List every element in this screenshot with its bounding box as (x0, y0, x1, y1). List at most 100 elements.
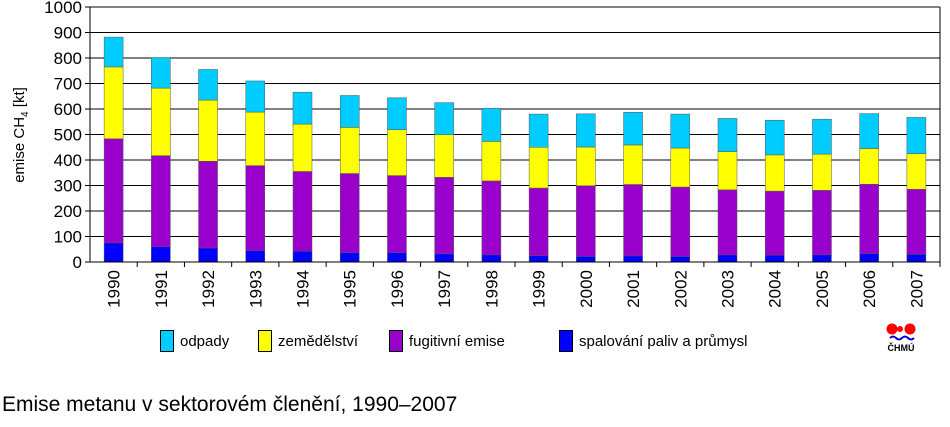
y-axis-label-unit: [kt] (11, 87, 28, 111)
bar-segment (906, 189, 927, 255)
y-tick-label: 900 (54, 24, 82, 43)
x-tick-label: 2005 (813, 270, 832, 308)
bar-segment (812, 254, 832, 263)
bar-segment (198, 69, 218, 101)
y-tick-label: 800 (54, 49, 82, 68)
bar-segment (245, 250, 266, 263)
y-tick-label: 1000 (44, 0, 82, 17)
bar-segment (103, 242, 124, 263)
bar-segment (339, 127, 360, 174)
x-tick-label: 1993 (246, 270, 265, 308)
bar-segment (339, 252, 360, 263)
bar-segment (387, 175, 407, 253)
bar-segment (434, 253, 454, 263)
x-tick-label: 2004 (766, 270, 785, 308)
bar-series (103, 36, 927, 263)
bar-segment (717, 118, 738, 152)
bar-segment (576, 185, 596, 257)
bar-segment (859, 148, 879, 185)
chmu-logo: ČHMÚ (884, 321, 918, 355)
chart-caption: Emise metanu v sektorovém členění, 1990–… (2, 393, 458, 416)
y-tick-label: 400 (54, 151, 82, 170)
axes (85, 6, 941, 267)
x-tick-label: 2001 (624, 270, 643, 308)
bar-segment (292, 123, 313, 172)
y-tick-label: 700 (54, 75, 82, 94)
x-tick-label: 1996 (388, 270, 407, 308)
bar-segment (576, 113, 596, 148)
chmu-logo-text: ČHMÚ (887, 343, 915, 353)
bar-segment (717, 151, 738, 191)
bar-segment (764, 154, 785, 192)
y-tick-label: 200 (54, 202, 82, 221)
x-tick-label: 1990 (105, 270, 124, 308)
bar-segment (670, 113, 691, 149)
x-tick-label: 2000 (577, 270, 596, 308)
legend-label-spalovani: spalování paliv a průmysl (579, 332, 748, 350)
legend-swatch-odpady (160, 330, 174, 352)
bar-segment (434, 177, 454, 255)
bar-segment (387, 252, 407, 263)
x-tick-label: 1994 (294, 270, 313, 308)
bar-segment (623, 144, 643, 185)
bar-segment (151, 87, 171, 156)
bar-segment (103, 66, 124, 140)
bar-segment (103, 36, 124, 68)
legend-item-odpady: odpady (160, 330, 229, 352)
y-axis-label-main: emise CH (11, 117, 28, 183)
bar-segment (292, 251, 313, 263)
bar-segment (198, 161, 218, 249)
legend-swatch-spalovani (559, 330, 573, 352)
y-tick-label: 500 (54, 126, 82, 145)
bar-segment (387, 129, 407, 176)
y-axis-label: emise CH4 [kt] (11, 87, 31, 183)
x-tick-label: 2002 (671, 270, 690, 308)
bar-segment (434, 134, 454, 178)
legend-item-zemedelstvi: zemědělství (258, 330, 358, 352)
x-tick-label: 1995 (341, 270, 360, 308)
bar-segment (812, 118, 832, 155)
y-tick-label: 600 (54, 100, 82, 119)
x-tick-label: 1992 (199, 270, 218, 308)
bar-segment (906, 117, 927, 154)
legend-swatch-fugitivni (389, 330, 403, 352)
bar-segment (812, 190, 832, 256)
bar-segment (717, 254, 738, 263)
x-tick-label: 1998 (482, 270, 501, 308)
bar-segment (151, 57, 171, 89)
x-tick-labels: 1990 1991 1992 1993 1994 1995 1996 1997 1998 1999… (105, 270, 927, 308)
bar-segment (764, 190, 785, 256)
bar-segment (812, 153, 832, 191)
bar-segment (339, 173, 360, 253)
bar-segment (859, 183, 879, 254)
x-tick-label: 2006 (860, 270, 879, 308)
bar-segment (764, 119, 785, 156)
x-tick-label: 1999 (530, 270, 549, 308)
bar-segment (481, 180, 502, 256)
bar-segment (528, 113, 549, 148)
legend-item-fugitivni: fugitivní emise (389, 330, 505, 352)
bar-segment (245, 111, 266, 166)
y-axis-label-subscript: 4 (20, 111, 31, 117)
x-tick-label: 1997 (435, 270, 454, 308)
legend-label-fugitivni: fugitivní emise (409, 332, 505, 350)
bar-segment (764, 254, 785, 263)
legend-swatch-zemedelstvi (258, 330, 272, 352)
bar-segment (623, 255, 643, 263)
legend-label-zemedelstvi: zemědělství (278, 332, 359, 350)
bar-segment (906, 254, 927, 263)
bar-segment (623, 112, 643, 146)
bar-segment (528, 187, 549, 256)
bar-segment (576, 146, 596, 187)
bar-segment (906, 153, 927, 190)
bar-segment (481, 254, 502, 263)
y-tick-labels: 0 100 200 300 400 500 600 700 800 900 1000 (44, 0, 82, 272)
bar-segment (528, 147, 549, 189)
bar-segment (198, 247, 218, 263)
bar-segment (198, 99, 218, 162)
y-tick-label: 300 (54, 177, 82, 196)
bar-segment (670, 186, 691, 257)
bar-segment (339, 95, 360, 128)
bar-segment (292, 171, 313, 252)
